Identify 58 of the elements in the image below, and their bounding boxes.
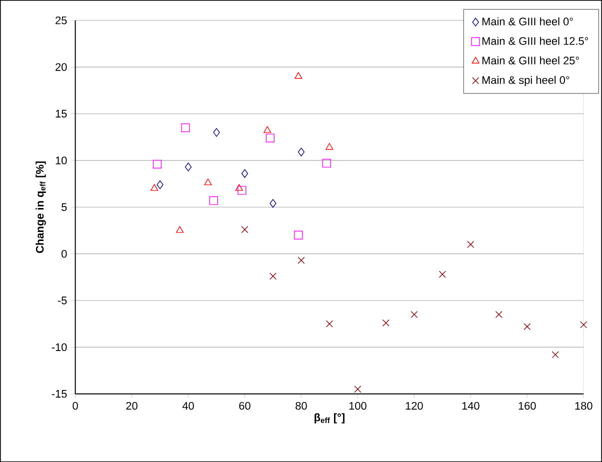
x-tick-label: 40 bbox=[182, 402, 194, 410]
point bbox=[184, 162, 192, 172]
point bbox=[150, 184, 158, 191]
point bbox=[238, 186, 246, 195]
point bbox=[213, 128, 220, 137]
point bbox=[580, 321, 588, 328]
x-tick-label: 60 bbox=[239, 402, 250, 410]
x-tick-label: 20 bbox=[126, 402, 138, 410]
x-tick-label: 180 bbox=[575, 402, 592, 410]
point bbox=[241, 226, 248, 233]
point bbox=[326, 142, 334, 150]
point bbox=[181, 123, 190, 132]
point bbox=[298, 256, 305, 264]
legend-label: Main & GIII heel 12.5° bbox=[482, 36, 588, 45]
point bbox=[209, 196, 218, 205]
point bbox=[467, 240, 474, 248]
point bbox=[204, 178, 212, 186]
point bbox=[264, 126, 272, 133]
point bbox=[298, 148, 305, 156]
x-tick-label: 160 bbox=[518, 402, 536, 410]
point bbox=[552, 351, 559, 358]
y-tick-label: -10 bbox=[52, 343, 67, 351]
x-tick-label: 100 bbox=[349, 402, 366, 410]
y-tick-label: -5 bbox=[58, 296, 67, 304]
x-tick-label: 0 bbox=[72, 402, 78, 410]
legend-label: Main & GIII heel 25° bbox=[482, 56, 579, 64]
point bbox=[524, 323, 531, 330]
x-tick-label: 80 bbox=[296, 402, 307, 410]
point bbox=[294, 230, 303, 240]
point bbox=[410, 310, 418, 318]
point bbox=[438, 270, 446, 278]
point bbox=[176, 226, 184, 233]
y-tick-label: -15 bbox=[52, 390, 67, 398]
x-tick-label: 120 bbox=[406, 402, 423, 410]
point bbox=[152, 160, 162, 168]
point bbox=[294, 72, 302, 79]
y-tick-label: 5 bbox=[62, 203, 67, 211]
y-tick-label: 20 bbox=[56, 63, 67, 71]
y-tick-label: 15 bbox=[56, 110, 67, 118]
point bbox=[326, 320, 333, 328]
y-tick-label: 10 bbox=[56, 156, 67, 164]
x-axis-title: β$_{eff}$ [°] bbox=[314, 413, 344, 424]
legend-label: Main & spi heel 0° bbox=[482, 76, 570, 86]
point bbox=[270, 198, 276, 208]
point bbox=[382, 319, 390, 326]
point bbox=[241, 169, 248, 178]
point bbox=[322, 158, 331, 168]
point bbox=[354, 386, 362, 393]
point bbox=[235, 184, 243, 191]
y-tick-label: 25 bbox=[56, 16, 67, 24]
point bbox=[156, 180, 164, 189]
y-axis-title: Change in q$_{eff}$ [%] bbox=[36, 161, 46, 253]
legend-label: Main & GIII heel 0° bbox=[482, 17, 573, 26]
point bbox=[266, 134, 274, 142]
x-tick-label: 140 bbox=[462, 402, 480, 410]
point bbox=[495, 310, 502, 318]
point bbox=[269, 272, 276, 280]
y-tick-label: 0 bbox=[62, 250, 67, 258]
